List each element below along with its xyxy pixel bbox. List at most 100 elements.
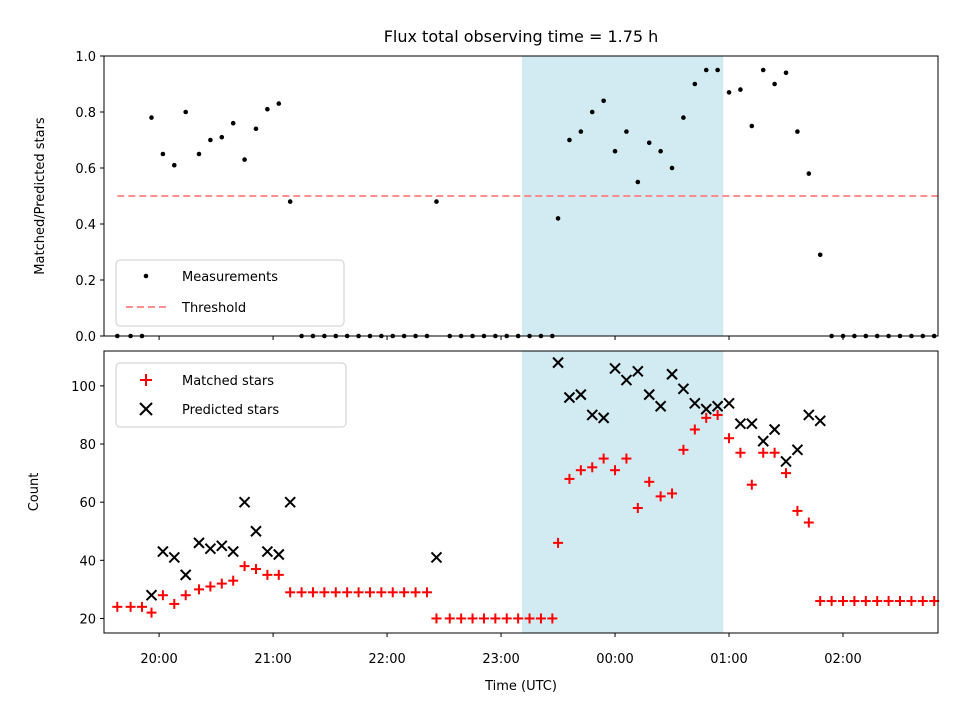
- predicted-star-point: [711, 400, 724, 412]
- matched-star-point: [849, 596, 860, 607]
- shaded-observing-window-bottom: [521, 351, 724, 633]
- xtick-label: 21:00: [254, 652, 291, 667]
- matched-star-point: [860, 596, 871, 607]
- matched-star-point: [632, 502, 643, 513]
- top-axes-frame: [103, 55, 939, 337]
- predicted-star-point: [193, 537, 205, 549]
- predicted-star-point: [643, 388, 655, 401]
- matched-star-point: [655, 491, 666, 502]
- bottom-xlabel: Time (UTC): [484, 679, 557, 694]
- legend-predicted-label: Predicted stars: [182, 403, 279, 418]
- measurement-point: [703, 67, 709, 73]
- measurement-point: [601, 98, 606, 104]
- measurement-point: [726, 90, 732, 95]
- matched-star-point: [239, 561, 250, 572]
- bottom-panel: 20:00 21:00 22:00 23:00 00:00 01:00 02:00 20 40 6…: [27, 350, 940, 694]
- matched-star-point: [262, 569, 273, 580]
- predicted-star-point: [597, 412, 610, 424]
- top-legend: Measurements Threshold: [115, 259, 345, 327]
- legend-measurements-marker: [143, 273, 149, 279]
- matched-star-point: [826, 596, 837, 607]
- measurement-point: [738, 87, 743, 92]
- xtick-label: 20:00: [140, 652, 177, 667]
- matched-star-point: [376, 587, 387, 598]
- measurement-point: [658, 148, 663, 154]
- measurement-point: [253, 126, 259, 132]
- matched-star-point: [513, 613, 524, 624]
- legend-matched-marker: [140, 374, 152, 386]
- measurement-point: [760, 67, 766, 73]
- top-ytick-label: 0.0: [75, 330, 96, 345]
- measurement-point: [434, 199, 439, 204]
- xtick-label: 00:00: [596, 652, 633, 667]
- xtick-label: 23:00: [482, 652, 519, 667]
- matched-star-point: [296, 587, 307, 598]
- matched-star-point: [575, 465, 586, 476]
- count-points: [112, 356, 940, 624]
- bottom-axis-ticks: 20:00 21:00 22:00 23:00 00:00 01:00 02:00 20 40 6…: [71, 380, 862, 667]
- matched-star-point: [250, 564, 261, 575]
- predicted-star-point: [700, 403, 712, 415]
- predicted-star-point: [430, 551, 443, 564]
- matched-star-point: [490, 613, 501, 624]
- matched-star-point: [387, 587, 398, 598]
- predicted-star-point: [689, 397, 701, 410]
- measurement-point: [612, 148, 618, 154]
- predicted-star-point: [179, 569, 192, 581]
- measurement-point: [795, 129, 800, 134]
- bottom-ytick-label: 20: [79, 612, 96, 627]
- matched-star-point: [216, 578, 227, 589]
- measurement-point: [624, 129, 629, 134]
- chart-title: Flux total observing time = 1.75 h: [384, 27, 659, 46]
- matched-star-point: [125, 601, 136, 612]
- matched-star-point: [524, 613, 535, 624]
- top-ytick-label: 0.4: [75, 218, 96, 233]
- matched-star-point: [136, 601, 147, 612]
- matched-star-point: [157, 590, 168, 601]
- matched-star-point: [917, 596, 928, 607]
- matched-star-point: [112, 601, 123, 612]
- legend-matched-label: Matched stars: [182, 374, 274, 389]
- bottom-axes-frame: [103, 350, 939, 634]
- matched-star-point: [906, 596, 917, 607]
- measurement-point: [555, 216, 561, 221]
- measurement-point: [287, 199, 293, 204]
- measurement-point: [242, 157, 247, 162]
- bottom-ytick-label: 100: [71, 380, 96, 395]
- measurement-point: [578, 129, 584, 134]
- matched-star-point: [467, 613, 478, 624]
- measurement-point: [160, 151, 166, 157]
- matched-star-point: [273, 569, 284, 580]
- top-ytick-label: 0.8: [75, 106, 96, 121]
- matched-star-point: [769, 447, 780, 458]
- matched-star-point: [746, 479, 757, 490]
- matched-star-point: [587, 462, 598, 473]
- measurement-point: [817, 252, 823, 258]
- matched-star-point: [883, 596, 894, 607]
- matched-star-point: [781, 468, 792, 479]
- bottom-ytick-label: 80: [79, 438, 96, 453]
- matched-star-point: [193, 584, 204, 595]
- matched-star-point: [364, 587, 375, 598]
- matched-star-point: [547, 613, 558, 624]
- matched-star-point: [205, 581, 216, 592]
- matched-star-point: [535, 613, 546, 624]
- matched-star-point: [421, 587, 432, 598]
- top-ytick-label: 0.6: [75, 162, 96, 177]
- measurement-point: [692, 81, 698, 87]
- predicted-star-point: [757, 435, 769, 447]
- measurement-point: [669, 165, 675, 171]
- predicted-star-point: [575, 388, 587, 401]
- legend-threshold-label: Threshold: [181, 301, 246, 316]
- bottom-ylabel: Count: [27, 473, 42, 512]
- measurement-point: [265, 106, 270, 112]
- predicted-star-point: [780, 455, 792, 468]
- predicted-star-point: [552, 356, 564, 369]
- matched-star-point: [399, 587, 410, 598]
- predicted-star-point: [803, 409, 815, 421]
- matched-star-point: [307, 587, 318, 598]
- matched-star-point: [712, 409, 723, 420]
- predicted-star-point: [227, 545, 239, 558]
- measurement-point: [806, 171, 812, 176]
- matched-star-point: [342, 587, 353, 598]
